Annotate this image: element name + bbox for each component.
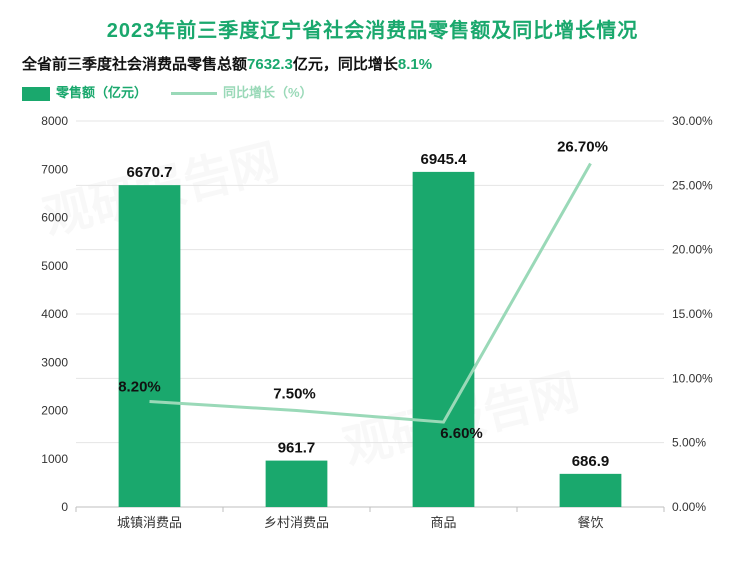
combo-chart: 0 1000 2000 3000 4000 5000 6000 7000 8000 0.00% 5.… <box>22 107 722 537</box>
subtitle-value-2: 8.1% <box>398 56 432 73</box>
bar <box>560 474 622 507</box>
y-right-tick: 0.00% <box>672 500 706 514</box>
y-left-tick: 0 <box>61 500 68 514</box>
y-left-tick: 2000 <box>41 404 68 418</box>
bar-value-label: 6945.4 <box>421 151 468 168</box>
line-value-label: 7.50% <box>273 386 316 403</box>
chart-title: 2023年前三季度辽宁省社会消费品零售额及同比增长情况 <box>22 14 723 43</box>
y-right-tick: 10.00% <box>672 371 713 385</box>
subtitle-value-1: 7632.3 <box>247 56 293 73</box>
legend-item-bar: 零售额（亿元） <box>22 82 147 101</box>
legend-bar-label: 零售额（亿元） <box>56 85 147 100</box>
y-right-tick: 20.00% <box>672 243 713 257</box>
y-left-tick: 6000 <box>41 211 68 225</box>
line-value-label: 6.60% <box>440 425 483 442</box>
bar <box>119 185 181 507</box>
y-right-tick: 25.00% <box>672 178 713 192</box>
y-left-tick: 5000 <box>41 259 68 273</box>
y-right-tick: 5.00% <box>672 436 706 450</box>
subtitle-prefix: 全省前三季度社会消费品零售总额 <box>22 56 247 73</box>
y-left-tick: 3000 <box>41 355 68 369</box>
bar-value-label: 6670.7 <box>127 164 173 181</box>
line-value-label: 8.20% <box>118 378 161 395</box>
legend-item-line: 同比增长（%） <box>171 82 313 101</box>
x-category-label: 乡村消费品 <box>264 515 329 530</box>
subtitle-middle: 亿元，同比增长 <box>293 56 398 73</box>
legend-line-label: 同比增长（%） <box>223 85 313 100</box>
growth-line <box>150 163 591 422</box>
x-category-label: 城镇消费品 <box>117 515 182 530</box>
x-category-label: 餐饮 <box>577 515 603 530</box>
bar-value-label: 961.7 <box>278 440 316 457</box>
y-right-tick: 30.00% <box>672 114 713 128</box>
chart-subtitle: 全省前三季度社会消费品零售总额7632.3亿元，同比增长8.1% <box>22 53 723 74</box>
x-category-label: 商品 <box>430 515 456 530</box>
y-left-tick: 1000 <box>41 452 68 466</box>
line-value-label: 26.70% <box>557 138 608 155</box>
bar <box>413 172 475 507</box>
legend: 零售额（亿元） 同比增长（%） <box>22 82 723 101</box>
y-left-tick: 7000 <box>41 162 68 176</box>
y-right-tick: 15.00% <box>672 307 713 321</box>
y-left-tick: 4000 <box>41 307 68 321</box>
bar <box>266 461 328 507</box>
legend-line-swatch <box>171 92 217 95</box>
y-left-tick: 8000 <box>41 114 68 128</box>
chart-area: 0 1000 2000 3000 4000 5000 6000 7000 8000 0.00% 5.… <box>22 107 723 537</box>
bar-value-label: 686.9 <box>572 453 610 470</box>
legend-bar-swatch <box>22 87 50 101</box>
